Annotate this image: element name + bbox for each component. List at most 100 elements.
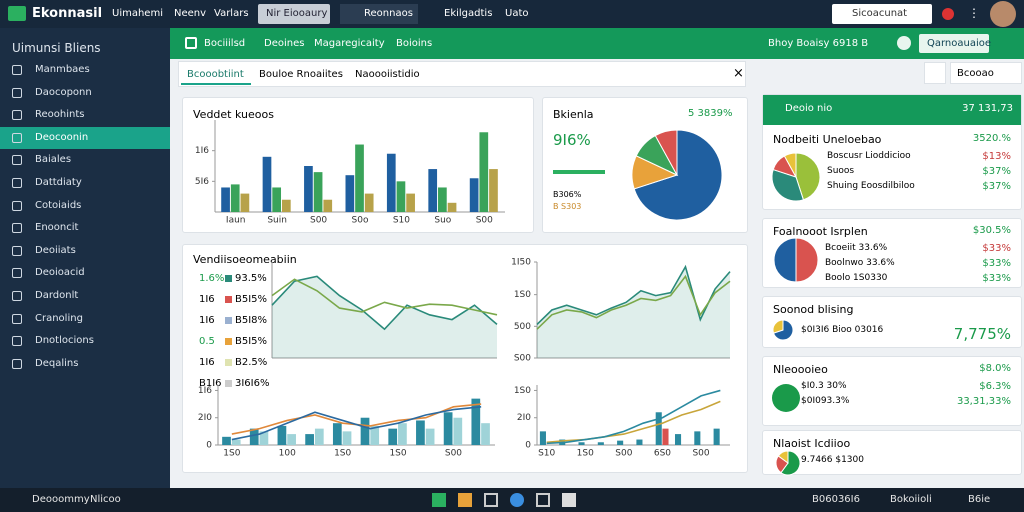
menu-item[interactable]: Varlars bbox=[214, 8, 249, 19]
sidebar-icon bbox=[12, 155, 22, 166]
app-icon[interactable] bbox=[510, 493, 524, 507]
card-title: Nleoooieo bbox=[773, 363, 828, 376]
dropdown[interactable]: Bcooao bbox=[950, 62, 1022, 84]
taskbar-text: Deooommy bbox=[32, 494, 90, 505]
card: Soonod blising 7,775% $0I3I6 Bioo 03016 bbox=[762, 296, 1022, 348]
card-row-value: $33% bbox=[982, 258, 1011, 269]
card-row-value: $6.3% bbox=[979, 381, 1011, 392]
action-button[interactable]: Qarnoauaioe bbox=[919, 34, 991, 53]
card-title: Foalnooot Isrplen bbox=[773, 225, 868, 238]
sidebar-icon bbox=[12, 223, 22, 234]
pie-legend: B S303 bbox=[553, 202, 582, 211]
legend-label: 1I6 bbox=[199, 357, 215, 368]
app-icon[interactable] bbox=[458, 493, 472, 507]
progress bbox=[553, 170, 605, 174]
bar-panel: Veddet kueoos bbox=[182, 97, 534, 233]
legend-value: B2.5% bbox=[235, 357, 268, 368]
close-tab[interactable]: × bbox=[733, 66, 744, 81]
tab[interactable]: Naoooiistidio bbox=[355, 69, 420, 80]
sidebar-icon bbox=[12, 110, 22, 121]
sidebar-icon bbox=[12, 132, 22, 143]
sidebar-icon bbox=[12, 245, 22, 256]
card: Nleoooieo $8.0% $I0.3 30% $6.3% $0I093.3% 33,… bbox=[762, 356, 1022, 426]
app-icon[interactable] bbox=[484, 493, 498, 507]
sidebar-item[interactable]: Enooncit bbox=[35, 222, 79, 234]
card-value: $8.0% bbox=[979, 363, 1011, 374]
legend-label: 1.6% bbox=[199, 273, 225, 284]
taskbar-text: B06036I6 bbox=[812, 494, 860, 505]
toolbar: Bociiilsd Deoines Magaregicaity Boioins … bbox=[170, 28, 1024, 59]
sidebar-item[interactable]: Baiales bbox=[35, 154, 72, 166]
more-icon[interactable]: ⋮ bbox=[968, 6, 980, 20]
sidebar-item[interactable]: Dardonlt bbox=[35, 290, 79, 301]
logo: Ekonnasil bbox=[32, 6, 103, 21]
card-value: 37 131,73 bbox=[962, 103, 1013, 114]
panel-title: Vendiisoeomeabiin bbox=[193, 253, 297, 266]
sidebar-item[interactable]: Cotoiaids bbox=[35, 199, 82, 211]
card-value: 7,775% bbox=[953, 325, 1011, 343]
top-bar: Ekonnasil Uimahemi Neenv Varlars Nir Eio… bbox=[0, 0, 1024, 28]
search-button[interactable] bbox=[924, 62, 946, 84]
sidebar-item[interactable]: Deocoonin bbox=[0, 126, 170, 149]
toolbar-item[interactable]: Deoines bbox=[264, 38, 305, 49]
card-row-label: $0I093.3% bbox=[801, 396, 850, 406]
app-icon[interactable] bbox=[432, 493, 446, 507]
card-row-label: Boolnwo 33.6% bbox=[825, 258, 895, 268]
sidebar-item[interactable]: Deqalins bbox=[35, 357, 79, 369]
card-value: 3520.% bbox=[972, 133, 1011, 144]
menu-item[interactable]: Uimahemi bbox=[112, 8, 163, 19]
toolbar-item[interactable]: Bociiilsd bbox=[204, 38, 246, 49]
status-text: Bhoy Boaisy 6918 B bbox=[768, 38, 869, 49]
card-row-label: Boolo 1S0330 bbox=[825, 273, 888, 283]
sidebar-icon bbox=[12, 268, 22, 279]
sidebar-item[interactable]: Reoohints bbox=[35, 109, 85, 121]
legend-swatch bbox=[225, 338, 232, 345]
sidebar-item[interactable]: Deoiiats bbox=[35, 244, 76, 256]
sidebar-item[interactable]: Dnotlocions bbox=[35, 335, 94, 347]
avatar[interactable] bbox=[990, 1, 1016, 27]
sidebar-icon bbox=[12, 200, 22, 211]
legend-label: B1I6 bbox=[199, 378, 222, 389]
tab[interactable]: Bouloe Rnoaiites bbox=[259, 69, 343, 80]
sidebar-icon bbox=[12, 87, 22, 98]
sidebar-icon bbox=[12, 358, 22, 369]
legend-swatch bbox=[225, 275, 232, 282]
panel-title: Bkienla bbox=[553, 108, 594, 121]
sidebar-item[interactable]: Daocoponn bbox=[35, 86, 92, 98]
tab[interactable]: Bcooobtiint bbox=[181, 64, 251, 85]
pie-value: 9I6% bbox=[553, 131, 591, 149]
logo-icon bbox=[8, 6, 26, 21]
menu-item[interactable]: Reonnaos bbox=[340, 4, 418, 24]
menu-item[interactable]: Ekilgadtis bbox=[444, 8, 493, 19]
app-icon[interactable] bbox=[536, 493, 550, 507]
card: Deoio nio 37 131,73 Nodbeiti Uneloebao 3520… bbox=[762, 94, 1022, 210]
search-box[interactable]: Sicoacunat bbox=[832, 4, 932, 24]
pie-legend: B306% bbox=[553, 190, 582, 199]
taskbar: Deooommy Nlicoo B06036I6 Bokoiioli B6ie bbox=[0, 488, 1024, 512]
menu-item[interactable]: Uato bbox=[505, 8, 529, 19]
menu-item[interactable]: Nir Eiooaury bbox=[258, 4, 330, 24]
sidebar-icon bbox=[12, 65, 22, 75]
sidebar-item[interactable]: Deoioacid bbox=[35, 267, 85, 279]
toolbar-item[interactable]: Magaregicaity bbox=[314, 38, 385, 49]
card-title: Nlaoist Icdiioo bbox=[773, 437, 851, 450]
card-row-label: Boscusr Lioddicioo bbox=[827, 151, 911, 161]
card-row-label: $0I3I6 Bioo 03016 bbox=[801, 325, 884, 335]
legend-value: B5I5% bbox=[235, 294, 268, 305]
sidebar-icon bbox=[12, 313, 22, 324]
card: Nlaoist Icdiioo 9.7466 $1300 bbox=[762, 430, 1022, 475]
sidebar-icon bbox=[12, 291, 22, 301]
toolbar-item[interactable]: Boioins bbox=[396, 38, 433, 49]
taskbar-text: Nlicoo bbox=[90, 494, 121, 505]
sidebar-title: Uimunsi Bliens bbox=[12, 41, 101, 55]
sidebar-item[interactable]: Dattdiaty bbox=[35, 177, 82, 188]
app-icon[interactable] bbox=[562, 493, 576, 507]
legend-label: 1I6 bbox=[199, 294, 215, 305]
sidebar-item[interactable]: Cranoling bbox=[35, 312, 83, 324]
legend-value: 3I6I6% bbox=[235, 378, 270, 389]
sidebar-item[interactable]: Manmbaes bbox=[35, 64, 90, 75]
tab-bar: Bcooobtiint Bouloe Rnoaiites Naoooiistid… bbox=[178, 61, 746, 87]
notification-icon[interactable] bbox=[942, 8, 954, 20]
menu-item[interactable]: Neenv bbox=[174, 8, 207, 19]
